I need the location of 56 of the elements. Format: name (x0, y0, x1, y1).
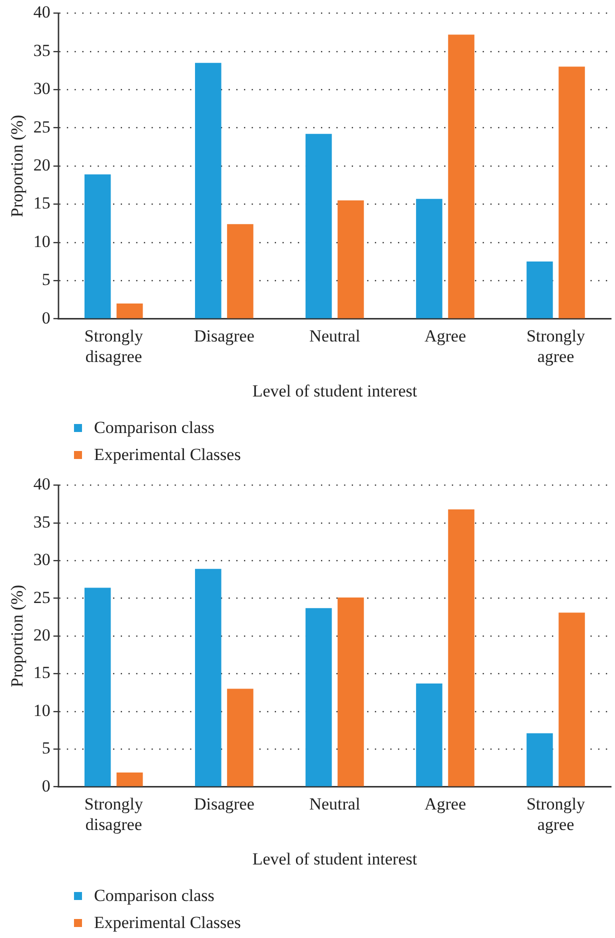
bar (84, 174, 111, 318)
y-tick-label: 15 (33, 663, 50, 682)
x-tick-label: Agree (424, 326, 466, 346)
y-tick-label: 30 (33, 79, 50, 98)
legend-label: Experimental Classes (94, 444, 241, 464)
y-tick-label: 40 (33, 474, 50, 494)
x-tick-label: Agree (424, 794, 466, 814)
x-tick-label: Disagree (194, 794, 254, 814)
x-tick-label: Neutral (309, 794, 360, 814)
y-tick-label: 25 (33, 117, 50, 136)
y-tick-label: 5 (42, 270, 50, 290)
x-axis-title: Level of student interest (252, 849, 418, 868)
bar (195, 568, 222, 786)
bar (84, 588, 111, 786)
bar (558, 66, 585, 318)
x-tick-label: Strongly disagree (84, 326, 144, 366)
y-tick-label: 35 (33, 512, 50, 532)
bar (338, 598, 364, 786)
y-tick-label: 0 (42, 308, 50, 328)
y-tick-label: 40 (33, 2, 50, 22)
x-tick-label: Strongly disagree (84, 794, 144, 834)
y-tick-label: 0 (42, 776, 50, 796)
bar (227, 688, 254, 786)
legend-label: Experimental Classes (94, 912, 241, 932)
y-tick-label: 10 (33, 232, 50, 251)
x-axis-title: Level of student interest (252, 381, 418, 400)
bar (416, 684, 442, 786)
y-axis-title: Proportion (%) (8, 114, 27, 218)
y-tick-label: 15 (33, 194, 50, 213)
y-tick-label: 10 (33, 700, 50, 720)
bar (116, 304, 143, 318)
x-tick-label: Strongly agree (526, 326, 586, 366)
bar (526, 733, 553, 786)
bar (558, 612, 585, 786)
y-tick-label: 20 (33, 625, 50, 644)
legend-label: Comparison class (94, 418, 214, 438)
bar (448, 509, 474, 786)
bar (227, 224, 254, 318)
bar (338, 200, 364, 318)
x-tick-label: Strongly agree (526, 794, 586, 834)
y-tick-label: 20 (33, 155, 50, 174)
bar (306, 608, 332, 786)
bar (526, 262, 553, 318)
bar (448, 34, 474, 318)
y-axis-title: Proportion (%) (8, 584, 27, 688)
bar (195, 62, 222, 318)
y-tick-label: 30 (33, 550, 50, 570)
bar (416, 198, 442, 318)
x-tick-label: Disagree (194, 326, 254, 346)
legend-label: Comparison class (94, 886, 214, 906)
bar (306, 134, 332, 318)
y-tick-label: 25 (33, 588, 50, 607)
y-tick-label: 35 (33, 40, 50, 60)
bar (116, 772, 143, 786)
x-tick-label: Neutral (309, 326, 360, 346)
y-tick-label: 5 (42, 738, 50, 758)
